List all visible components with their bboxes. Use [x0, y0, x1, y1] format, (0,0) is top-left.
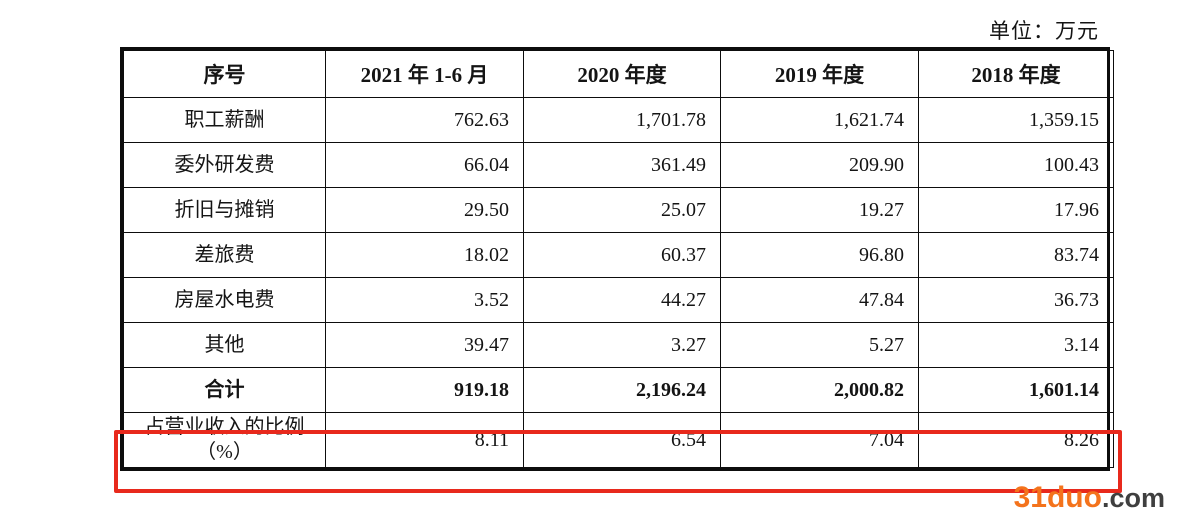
cell-value: 8.26	[918, 412, 1114, 468]
watermark-suffix: .com	[1101, 483, 1165, 513]
cell-value: 18.02	[325, 232, 524, 278]
col-header-2021: 2021 年 1-6 月	[325, 50, 524, 98]
cell-value: 96.80	[720, 232, 919, 278]
watermark: 31duo.com	[1014, 483, 1165, 513]
cell-value: 39.47	[325, 322, 524, 368]
row-label: 其他	[123, 322, 326, 368]
header-row: 序号 2021 年 1-6 月 2020 年度 2019 年度 2018 年度	[123, 50, 1114, 98]
cell-value: 3.14	[918, 322, 1114, 368]
cell-value: 47.84	[720, 277, 919, 323]
table-row: 房屋水电费 3.52 44.27 47.84 36.73	[123, 277, 1114, 323]
cell-value: 3.52	[325, 277, 524, 323]
unit-label: 单位：万元	[989, 19, 1099, 43]
cell-value: 361.49	[523, 142, 721, 188]
cell-value: 2,000.82	[720, 367, 919, 413]
cell-value: 83.74	[918, 232, 1114, 278]
watermark-brand: 31duo	[1013, 481, 1102, 514]
row-label: 职工薪酬	[123, 97, 326, 143]
table-row: 折旧与摊销 29.50 25.07 19.27 17.96	[123, 187, 1114, 233]
col-header-2018: 2018 年度	[918, 50, 1114, 98]
cell-value: 19.27	[720, 187, 919, 233]
row-label: 占营业收入的比例（%）	[123, 412, 326, 468]
cell-value: 7.04	[720, 412, 919, 468]
ratio-row: 占营业收入的比例（%） 8.11 6.54 7.04 8.26	[123, 412, 1114, 468]
cell-value: 2,196.24	[523, 367, 721, 413]
expense-table: 序号 2021 年 1-6 月 2020 年度 2019 年度 2018 年度 …	[120, 47, 1114, 471]
cell-value: 919.18	[325, 367, 524, 413]
col-header-2019: 2019 年度	[720, 50, 919, 98]
cell-value: 3.27	[523, 322, 721, 368]
cell-value: 100.43	[918, 142, 1114, 188]
table-row: 委外研发费 66.04 361.49 209.90 100.43	[123, 142, 1114, 188]
col-header-seq: 序号	[123, 50, 326, 98]
cell-value: 44.27	[523, 277, 721, 323]
cell-value: 60.37	[523, 232, 721, 278]
row-label: 房屋水电费	[123, 277, 326, 323]
cell-value: 25.07	[523, 187, 721, 233]
cell-value: 17.96	[918, 187, 1114, 233]
row-label: 合计	[123, 367, 326, 413]
row-label: 差旅费	[123, 232, 326, 278]
cell-value: 8.11	[325, 412, 524, 468]
col-header-2020: 2020 年度	[523, 50, 721, 98]
cell-value: 1,601.14	[918, 367, 1114, 413]
cell-value: 762.63	[325, 97, 524, 143]
cell-value: 36.73	[918, 277, 1114, 323]
table-row: 职工薪酬 762.63 1,701.78 1,621.74 1,359.15	[123, 97, 1114, 143]
cell-value: 5.27	[720, 322, 919, 368]
cell-value: 1,621.74	[720, 97, 919, 143]
row-label: 折旧与摊销	[123, 187, 326, 233]
cell-value: 6.54	[523, 412, 721, 468]
total-row: 合计 919.18 2,196.24 2,000.82 1,601.14	[123, 367, 1114, 413]
row-label: 委外研发费	[123, 142, 326, 188]
table-row: 差旅费 18.02 60.37 96.80 83.74	[123, 232, 1114, 278]
cell-value: 1,359.15	[918, 97, 1114, 143]
cell-value: 29.50	[325, 187, 524, 233]
cell-value: 209.90	[720, 142, 919, 188]
cell-value: 66.04	[325, 142, 524, 188]
cell-value: 1,701.78	[523, 97, 721, 143]
table-row: 其他 39.47 3.27 5.27 3.14	[123, 322, 1114, 368]
